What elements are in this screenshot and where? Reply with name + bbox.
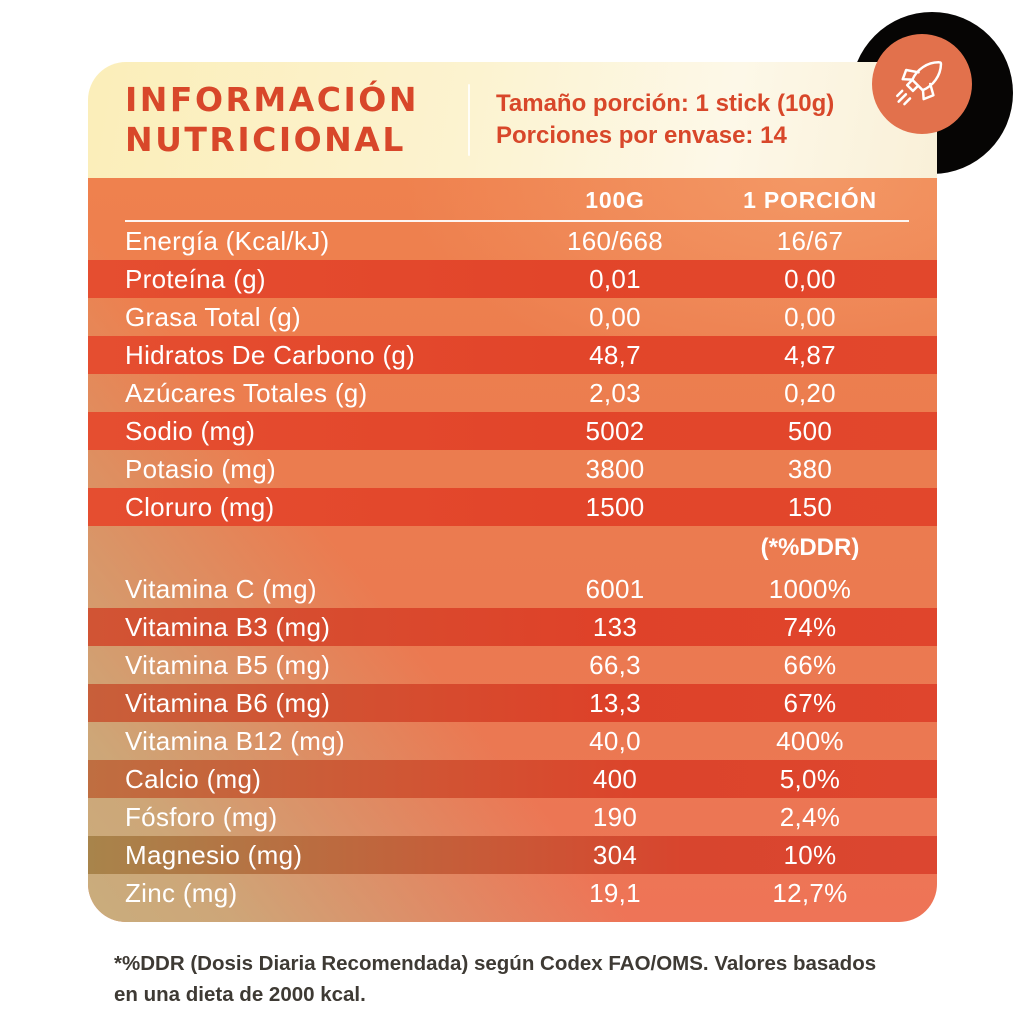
value-per-100g: 0,00 xyxy=(589,301,641,332)
value-per-portion: 150 xyxy=(787,491,833,522)
value-per-100g: 304 xyxy=(592,839,638,870)
table-row: Fósforo (mg) 190 2,4% xyxy=(88,798,937,836)
footnote-line-2: en una dieta de 2000 kcal. xyxy=(114,983,366,1006)
page-title: INFORMACIÓN NUTRICIONAL xyxy=(88,80,468,160)
table-row: Vitamina B3 (mg) 133 74% xyxy=(88,608,937,646)
table-row: Magnesio (mg) 304 10% xyxy=(88,836,937,874)
nutrient-label: Vitamina B6 (mg) xyxy=(125,687,331,718)
value-per-portion: 380 xyxy=(787,453,833,484)
nutrient-label: Energía (Kcal/kJ) xyxy=(125,225,330,256)
ddr-header-row: (*%DDR) xyxy=(88,526,937,570)
value-per-portion: 0,20 xyxy=(784,377,836,408)
value-per-portion: 16/67 xyxy=(776,225,844,256)
nutrient-label: Vitamina B5 (mg) xyxy=(125,649,331,680)
value-per-100g: 48,7 xyxy=(589,339,641,370)
table-row: Vitamina B6 (mg) 13,3 67% xyxy=(88,684,937,722)
nutrient-label: Vitamina C (mg) xyxy=(125,573,317,604)
value-per-100g: 400 xyxy=(592,763,638,794)
value-per-portion: 2,4% xyxy=(779,801,841,832)
value-per-portion: 67% xyxy=(783,687,837,718)
value-per-100g: 40,0 xyxy=(589,725,641,756)
value-per-100g: 13,3 xyxy=(589,687,641,718)
rocket-badge xyxy=(872,34,972,134)
ddr-header-label: (*%DDR) xyxy=(760,534,860,561)
table-row: Sodio (mg) 5002 500 xyxy=(88,412,937,450)
value-per-100g: 2,03 xyxy=(589,377,641,408)
value-per-portion: 400% xyxy=(776,725,844,756)
value-per-100g: 3800 xyxy=(585,453,645,484)
value-per-portion: 500 xyxy=(787,415,833,446)
nutrient-label: Calcio (mg) xyxy=(125,763,262,794)
value-per-100g: 133 xyxy=(592,611,638,642)
value-per-portion: 4,87 xyxy=(784,339,836,370)
nutrient-label: Zinc (mg) xyxy=(125,877,238,908)
serving-size-text: Tamaño porción: 1 stick (10g) xyxy=(496,90,835,117)
header-divider xyxy=(468,84,470,156)
footnote-line-1: *%DDR (Dosis Diaria Recomendada) según C… xyxy=(114,952,877,975)
serving-info: Tamaño porción: 1 stick (10g) Porciones … xyxy=(470,88,834,152)
nutrient-label: Fósforo (mg) xyxy=(125,801,278,832)
table-row: Potasio (mg) 3800 380 xyxy=(88,450,937,488)
column-header-portion: 1 PORCIÓN xyxy=(743,186,877,213)
card-header: INFORMACIÓN NUTRICIONAL Tamaño porción: … xyxy=(88,62,937,178)
table-row: Vitamina B12 (mg) 40,0 400% xyxy=(88,722,937,760)
value-per-portion: 0,00 xyxy=(784,263,836,294)
table-row: Azúcares Totales (g) 2,03 0,20 xyxy=(88,374,937,412)
value-per-portion: 66% xyxy=(783,649,837,680)
table-section-vitamins-minerals: Vitamina C (mg) 6001 1000% Vitamina B3 (… xyxy=(88,570,937,912)
table-row: Calcio (mg) 400 5,0% xyxy=(88,760,937,798)
table-row: Hidratos De Carbono (g) 48,7 4,87 xyxy=(88,336,937,374)
value-per-portion: 0,00 xyxy=(784,301,836,332)
value-per-100g: 190 xyxy=(592,801,638,832)
table-column-headers: 100G 1 PORCIÓN xyxy=(88,178,937,222)
table-row: Vitamina B5 (mg) 66,3 66% xyxy=(88,646,937,684)
nutrition-label-card: INFORMACIÓN NUTRICIONAL Tamaño porción: … xyxy=(88,62,937,922)
footnote: *%DDR (Dosis Diaria Recomendada) según C… xyxy=(114,948,954,1010)
nutrition-table: 100G 1 PORCIÓN Energía (Kcal/kJ) 160/668… xyxy=(88,178,937,922)
value-per-portion: 74% xyxy=(783,611,837,642)
nutrient-label: Proteína (g) xyxy=(125,263,266,294)
nutrient-label: Grasa Total (g) xyxy=(125,301,301,332)
servings-per-container-text: Porciones por envase: 14 xyxy=(496,122,787,149)
value-per-portion: 1000% xyxy=(768,573,852,604)
nutrient-label: Vitamina B3 (mg) xyxy=(125,611,331,642)
table-row: Zinc (mg) 19,1 12,7% xyxy=(88,874,937,912)
value-per-100g: 0,01 xyxy=(589,263,641,294)
value-per-portion: 5,0% xyxy=(779,763,841,794)
value-per-100g: 66,3 xyxy=(589,649,641,680)
nutrient-label: Hidratos De Carbono (g) xyxy=(125,339,416,370)
value-per-100g: 19,1 xyxy=(589,877,641,908)
nutrient-label: Potasio (mg) xyxy=(125,453,276,484)
nutrient-label: Magnesio (mg) xyxy=(125,839,303,870)
table-row: Proteína (g) 0,01 0,00 xyxy=(88,260,937,298)
table-section-macros: Energía (Kcal/kJ) 160/668 16/67 Proteína… xyxy=(88,222,937,526)
nutrient-label: Azúcares Totales (g) xyxy=(125,377,368,408)
nutrient-label: Vitamina B12 (mg) xyxy=(125,725,345,756)
value-per-portion: 10% xyxy=(783,839,837,870)
value-per-100g: 160/668 xyxy=(566,225,664,256)
title-line-1: INFORMACIÓN xyxy=(125,80,419,119)
table-row: Grasa Total (g) 0,00 0,00 xyxy=(88,298,937,336)
rocket-icon xyxy=(896,61,943,106)
table-row: Energía (Kcal/kJ) 160/668 16/67 xyxy=(88,222,937,260)
column-header-100g: 100G xyxy=(585,186,645,213)
value-per-100g: 1500 xyxy=(585,491,645,522)
value-per-portion: 12,7% xyxy=(772,877,848,908)
title-line-2: NUTRICIONAL xyxy=(125,120,406,159)
table-row: Cloruro (mg) 1500 150 xyxy=(88,488,937,526)
value-per-100g: 5002 xyxy=(585,415,645,446)
value-per-100g: 6001 xyxy=(585,573,645,604)
table-row: Vitamina C (mg) 6001 1000% xyxy=(88,570,937,608)
nutrient-label: Cloruro (mg) xyxy=(125,491,275,522)
nutrient-label: Sodio (mg) xyxy=(125,415,256,446)
